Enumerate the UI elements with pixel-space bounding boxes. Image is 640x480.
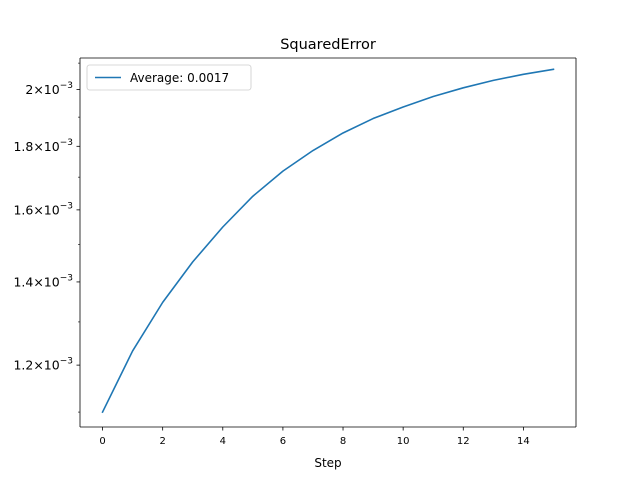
- y-tick-label: 1.8×10−3: [13, 138, 73, 154]
- x-tick-label: 6: [280, 436, 286, 447]
- x-tick-label: 8: [340, 436, 346, 447]
- x-tick-label: 0: [99, 436, 105, 447]
- y-tick-label: 1.2×10−3: [13, 357, 73, 373]
- x-tick-label: 10: [397, 436, 410, 447]
- series-line: [101, 68, 555, 414]
- y-tick-label: 1.6×10−3: [13, 201, 73, 217]
- x-tick-label: 12: [457, 436, 470, 447]
- y-tick-label: 1.4×10−3: [13, 273, 73, 289]
- x-tick-label: 4: [220, 436, 226, 447]
- x-tick-label: 2: [159, 436, 165, 447]
- chart-title: SquaredError: [280, 37, 376, 53]
- legend-label: Average: 0.0017: [130, 71, 229, 85]
- legend-box: [86, 64, 252, 91]
- x-axis-label: Step: [314, 456, 341, 470]
- x-tick-label: 14: [517, 436, 530, 447]
- y-tick-label: 2×10−3: [25, 81, 73, 97]
- plot-background: [80, 58, 576, 427]
- plot-area: 1.2×10−3 1.4×10−3 1.6×10−3 1.8×10−3 2×10−3 0 2…: [13, 57, 577, 447]
